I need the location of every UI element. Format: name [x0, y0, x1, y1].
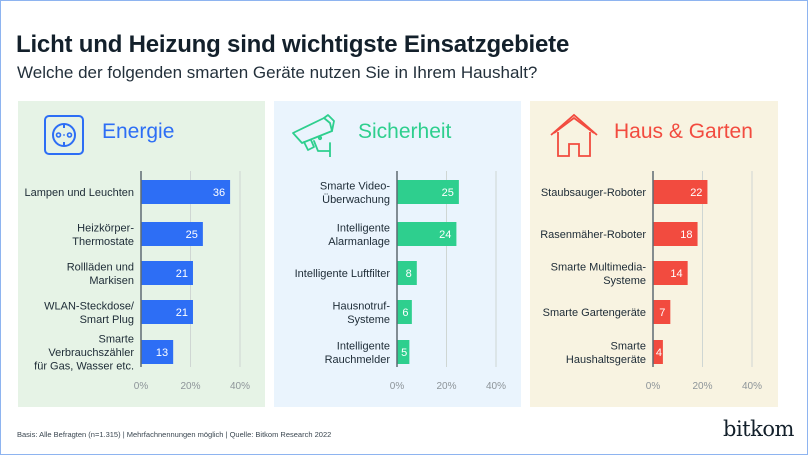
bar-value-label: 7 [659, 307, 665, 319]
bar [141, 300, 193, 324]
bar [653, 340, 663, 364]
chart-energie: 0% 20% 40% 36 Lampen und Leuchten 25 Heizkörpe… [25, 171, 250, 392]
category-label: Intelligente Alarmanlage [328, 222, 390, 248]
bar-value-label: 21 [176, 268, 188, 280]
bar [397, 180, 459, 204]
bitkom-logo: bitkom [723, 417, 794, 441]
bar [397, 222, 457, 246]
x-tick-label: 40% [230, 381, 250, 392]
bar [141, 222, 203, 246]
x-tick-label: 40% [486, 381, 506, 392]
bar [141, 180, 231, 204]
panel-sicherheit: Sicherheit 0% 20% 40% 25 Smarte Video-Überwa… [274, 101, 521, 407]
x-tick-label: 40% [742, 381, 762, 392]
category-label: Heizkörper-Thermostate [72, 222, 134, 248]
bar [397, 261, 417, 285]
bar-value-label: 24 [439, 229, 451, 241]
bar-value-label: 25 [442, 187, 454, 199]
bar-value-label: 8 [406, 268, 412, 280]
bar [653, 261, 688, 285]
category-label: Intelligente Luftfilter [295, 268, 391, 280]
bar-value-label: 36 [213, 187, 225, 199]
x-tick-label: 20% [180, 381, 200, 392]
category-label: Staubsauger-Roboter [541, 187, 647, 199]
chart-haus-garten: 0% 20% 40% 22 Staubsauger-Roboter 18 Rasenmähe… [540, 171, 762, 392]
page-title: Licht und Heizung sind wichtigste Einsat… [16, 31, 570, 58]
category-label: WLAN-Steckdose/Smart Plug [44, 300, 135, 326]
bar-value-label: 6 [402, 307, 408, 319]
x-tick-label: 20% [692, 381, 712, 392]
panel-title-sicherheit: Sicherheit [358, 120, 452, 143]
category-label: Rasenmäher-Roboter [540, 229, 646, 241]
bar-value-label: 13 [156, 347, 168, 359]
bar [141, 340, 174, 364]
x-tick-label: 20% [436, 381, 456, 392]
category-label: Smarte Haushaltsgeräte [566, 340, 646, 366]
panel-title-haus-garten: Haus & Garten [614, 120, 753, 143]
category-label: Intelligente Rauchmelder [325, 340, 391, 366]
bar-value-label: 4 [656, 347, 662, 359]
bar-value-label: 14 [670, 268, 682, 280]
category-label: Smarte Multimedia-Systeme [551, 261, 647, 287]
bar-value-label: 18 [680, 229, 692, 241]
chart-sicherheit: 0% 20% 40% 25 Smarte Video-Überwachung 24 Inte… [295, 171, 506, 392]
bar [653, 222, 698, 246]
category-label: Hausnotruf-Systeme [333, 300, 391, 326]
bar [141, 261, 193, 285]
panel-energie: Energie 0% 20% 40% 36 Lampen und Leuchten 25 H… [18, 101, 265, 407]
category-label: Smarte Verbrauchszähler für Gas, Wasser et… [34, 334, 134, 373]
bar-value-label: 21 [176, 307, 188, 319]
category-label: Rollläden und Markisen [67, 261, 134, 287]
panel-haus-garten: Haus & Garten 0% 20% 40% 22 Staubsauger-Robo… [530, 101, 778, 407]
footnote: Basis: Alle Befragten (n=1.315) | Mehrfa… [17, 430, 332, 439]
bar-value-label: 5 [401, 347, 407, 359]
security-camera-icon [292, 114, 335, 157]
bar [653, 300, 671, 324]
bar [653, 180, 708, 204]
category-label: Smarte Video-Überwachung [320, 180, 390, 206]
panel-title-energie: Energie [102, 120, 175, 143]
bar [397, 340, 410, 364]
power-socket-icon [44, 115, 84, 155]
category-label: Smarte Gartengeräte [543, 307, 646, 319]
page-subtitle: Welche der folgenden smarten Geräte nutz… [17, 63, 538, 82]
x-tick-label: 0% [646, 381, 661, 392]
x-tick-label: 0% [390, 381, 405, 392]
bar [397, 300, 412, 324]
category-label: Lampen und Leuchten [25, 187, 134, 199]
bar-value-label: 25 [186, 229, 198, 241]
logo-text: bitkom [723, 417, 794, 441]
x-tick-label: 0% [134, 381, 149, 392]
house-icon [550, 113, 598, 157]
bar-value-label: 22 [690, 187, 702, 199]
